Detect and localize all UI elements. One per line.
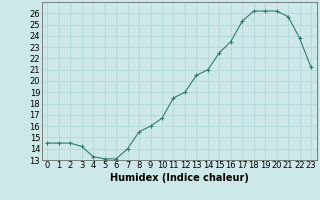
X-axis label: Humidex (Indice chaleur): Humidex (Indice chaleur) xyxy=(110,173,249,183)
